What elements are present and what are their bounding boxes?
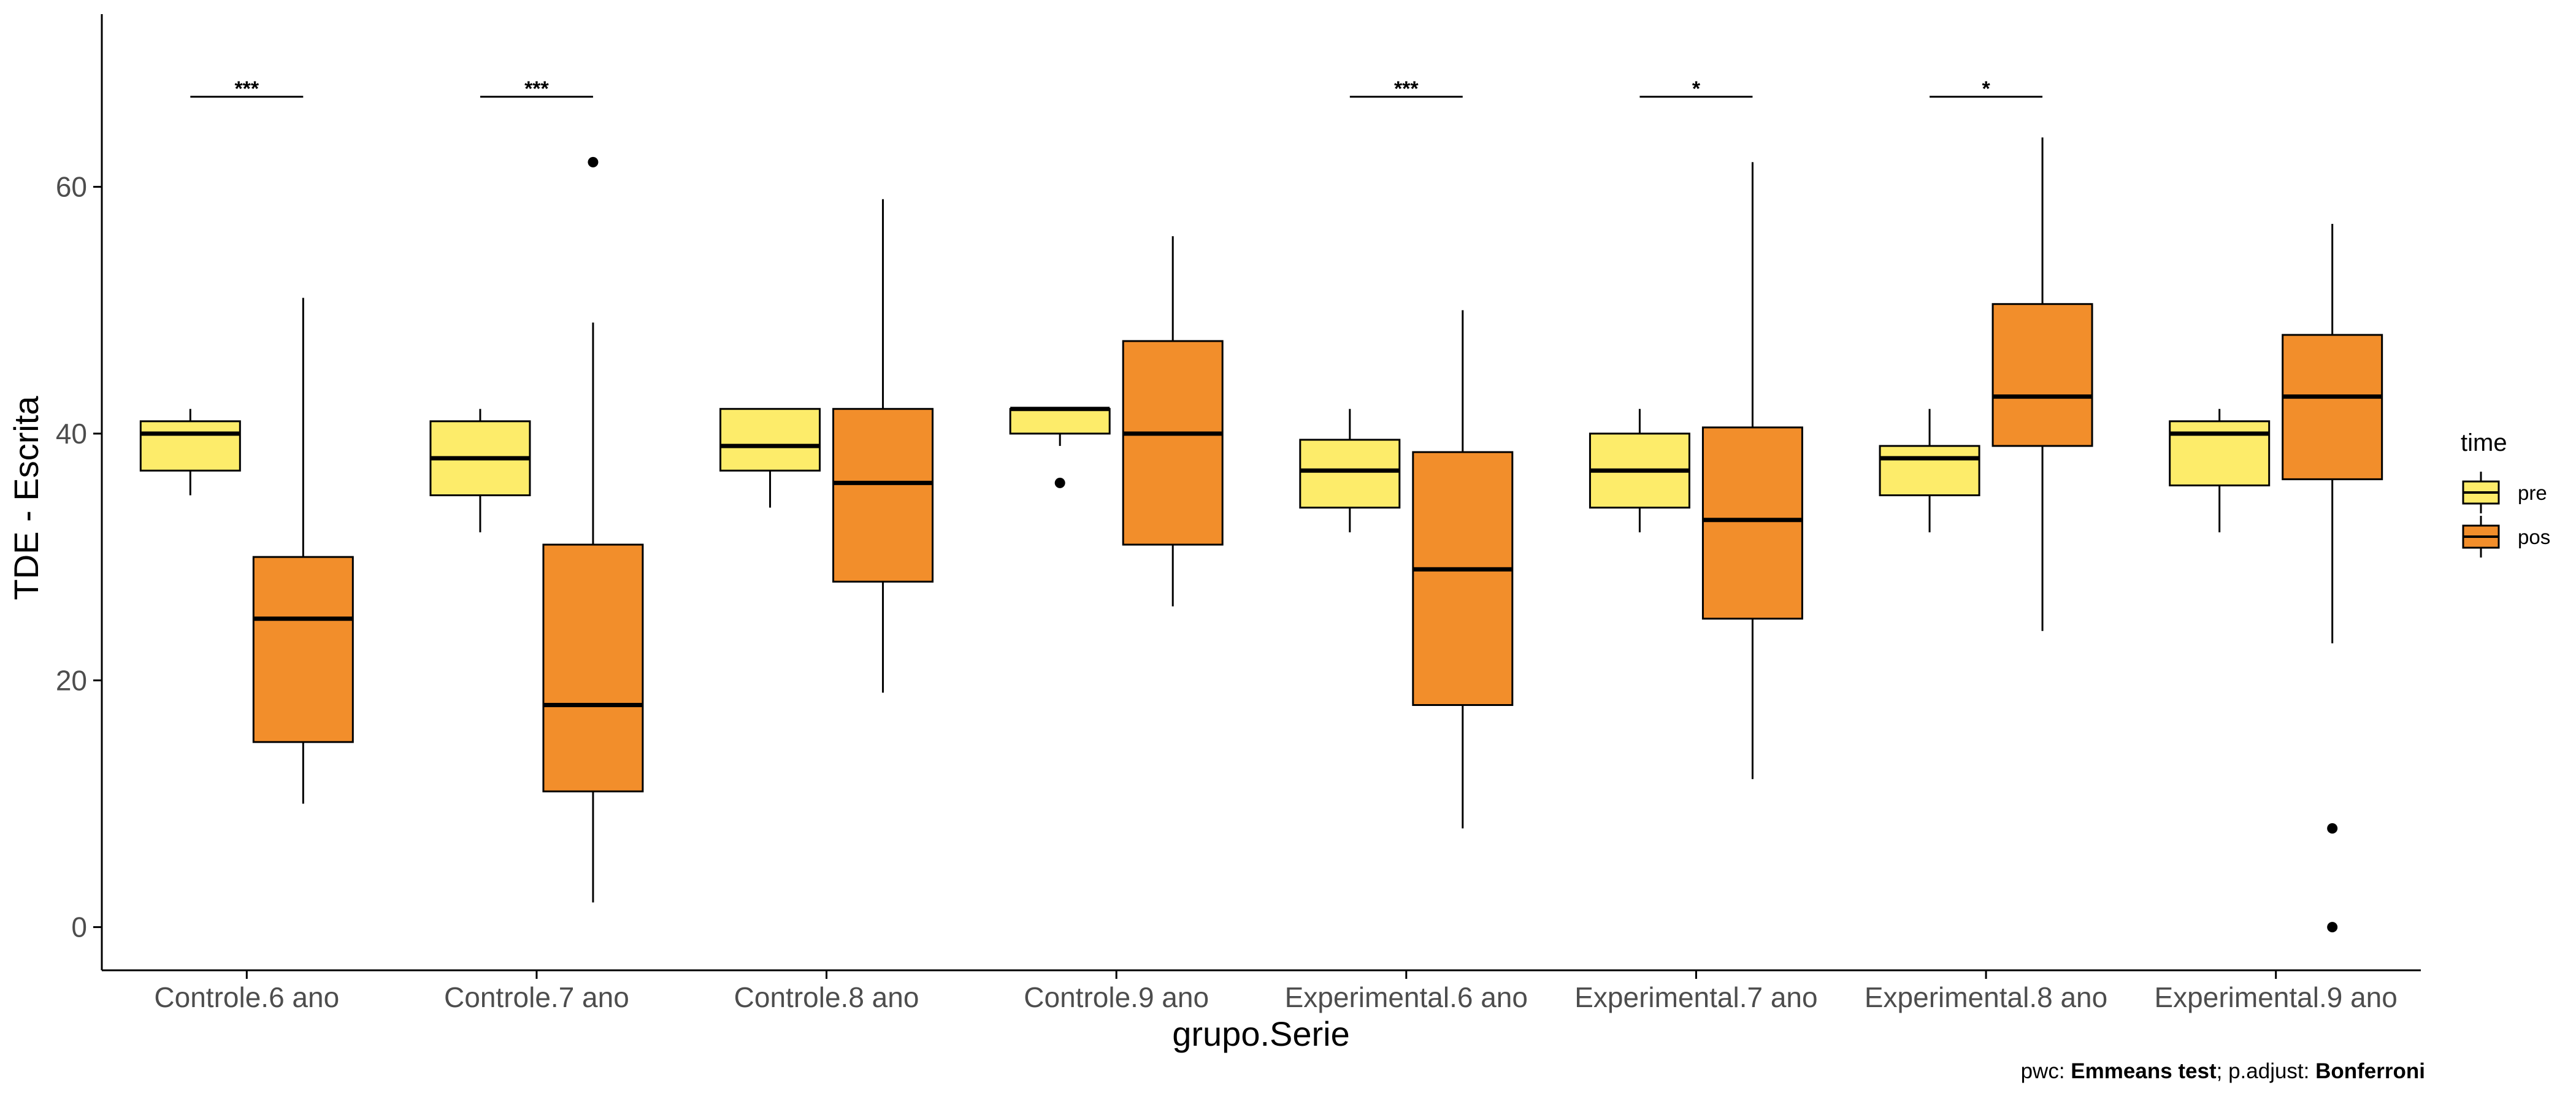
significance-label: *** — [234, 77, 259, 101]
box-pos-4 — [1412, 310, 1514, 829]
caption-pwc-method: Emmeans test — [2071, 1059, 2217, 1083]
y-tick-label: 60 — [56, 171, 87, 203]
box-iqr — [1879, 445, 1980, 497]
box-iqr — [1701, 426, 1803, 620]
box-pre-6 — [1879, 408, 1980, 532]
y-tick-label: 0 — [71, 911, 87, 943]
box-iqr — [832, 408, 934, 583]
box-iqr — [1009, 408, 1111, 435]
legend-label: pre — [2518, 481, 2547, 504]
caption-separator: ; p.adjust: — [2216, 1059, 2316, 1083]
axes — [101, 14, 2421, 972]
outlier-point — [2327, 922, 2338, 933]
box-pos-6 — [1991, 137, 2093, 631]
box-pre-1 — [429, 408, 531, 532]
legend: time pre pos — [2461, 429, 2550, 558]
box-iqr — [1991, 303, 2093, 447]
legend-label: pos — [2518, 526, 2550, 548]
box-iqr — [139, 420, 241, 472]
x-tick-label: Experimental.7 ano — [1574, 981, 1817, 1013]
box-iqr — [719, 408, 821, 472]
caption-adjust-method: Bonferroni — [2315, 1059, 2425, 1083]
x-axis-title: grupo.Serie — [1172, 1014, 1350, 1053]
significance-label: * — [1982, 77, 1990, 101]
outlier-point — [588, 156, 599, 167]
x-tick-label: Controle.8 ano — [734, 981, 919, 1013]
significance-bracket: *** — [1349, 77, 1463, 101]
box-pos-3 — [1122, 236, 1224, 607]
box-iqr — [252, 556, 354, 743]
box-iqr — [1122, 340, 1224, 546]
box-pre-5 — [1589, 408, 1690, 532]
box-pos-0 — [252, 297, 354, 804]
significance-label: *** — [1394, 77, 1419, 101]
box-pre-2 — [719, 408, 821, 508]
significance-bracket: * — [1930, 77, 2043, 101]
caption: pwc: Emmeans test; p.adjust: Bonferroni — [2021, 1059, 2425, 1084]
outlier-point — [1054, 477, 1065, 488]
box-pos-7 — [2282, 223, 2383, 933]
significance-bracket: *** — [480, 77, 593, 101]
box-pre-4 — [1299, 408, 1401, 532]
x-tick-label: Controle.7 ano — [444, 981, 629, 1013]
box-pre-7 — [2169, 408, 2271, 532]
legend-item-pos: pos — [2462, 516, 2550, 558]
significance-bracket: *** — [190, 77, 304, 101]
boxes — [139, 137, 2383, 933]
box-iqr — [1299, 439, 1401, 509]
significance-label: * — [1692, 77, 1701, 101]
box-iqr — [2282, 334, 2383, 480]
x-tick-label: Experimental.8 ano — [1865, 981, 2107, 1013]
significance-label: *** — [524, 77, 549, 101]
legend-item-pre: pre — [2462, 472, 2547, 513]
box-pos-1 — [542, 156, 644, 903]
outlier-point — [2327, 823, 2338, 834]
box-iqr — [542, 543, 644, 792]
x-tick-label: Controle.9 ano — [1024, 981, 1209, 1013]
significance-bracket: * — [1639, 77, 1753, 101]
box-pre-3 — [1009, 407, 1111, 488]
y-axis-title: TDE - Escrita — [7, 396, 45, 600]
box-pos-2 — [832, 199, 934, 693]
x-tick-label: Controle.6 ano — [154, 981, 339, 1013]
box-pos-5 — [1701, 162, 1803, 780]
significance-annotations: *** *** *** * * — [190, 77, 2043, 101]
x-tick-label: Experimental.6 ano — [1285, 981, 1528, 1013]
x-axis-ticks: Controle.6 ano Controle.7 ano Controle.8 a… — [154, 970, 2398, 1013]
y-axis-ticks: 0 20 40 60 — [56, 171, 102, 943]
caption-pwc-prefix: pwc: — [2020, 1059, 2071, 1083]
legend-title: time — [2461, 429, 2507, 456]
y-tick-label: 40 — [56, 418, 87, 450]
box-iqr — [1412, 451, 1514, 707]
y-tick-label: 20 — [56, 664, 87, 696]
box-iqr — [2169, 420, 2271, 486]
box-pre-0 — [139, 408, 241, 496]
x-tick-label: Experimental.9 ano — [2155, 981, 2398, 1013]
